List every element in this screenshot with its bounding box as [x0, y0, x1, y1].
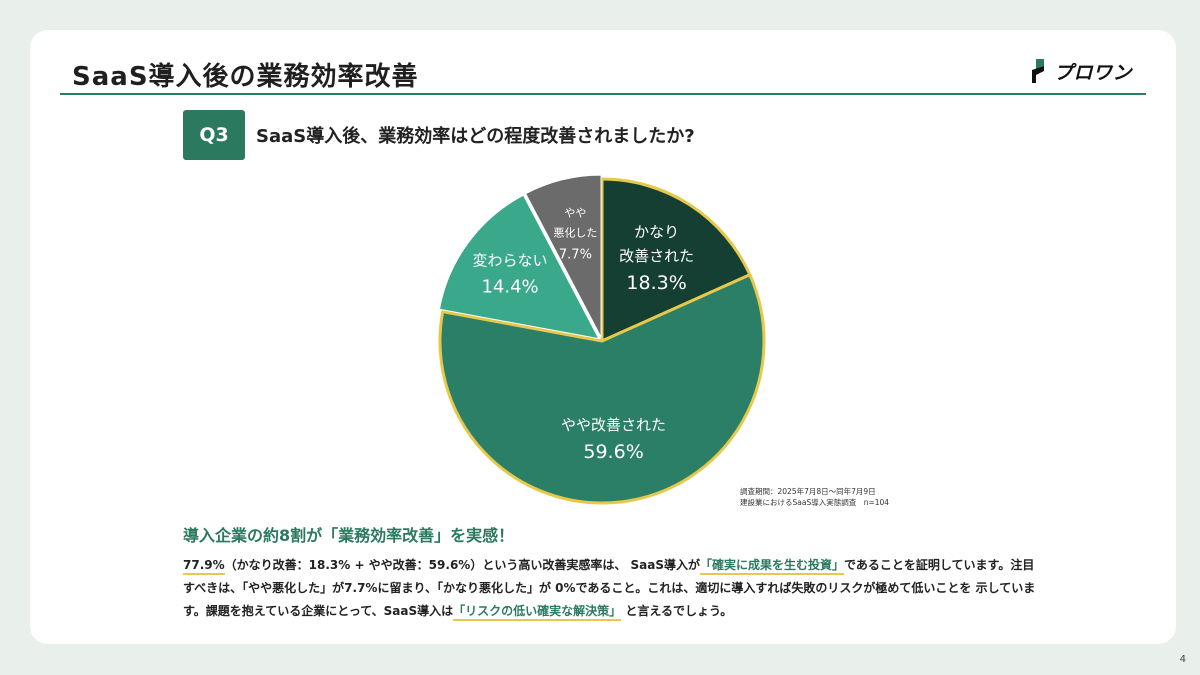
pie-slice-value-2: 14.4%: [481, 276, 539, 298]
survey-period: 調査期間：2025年7月8日〜同年7月9日: [740, 487, 876, 496]
highlight-solution: 「リスクの低い確実な解決策」: [453, 604, 622, 621]
pie-slice-value-3: 7.7%: [558, 247, 592, 263]
summary-text-2: であることを証明しています。注目すべきは、「やや悪化した」が7.7%に留まり、「…: [183, 558, 1036, 618]
pie-slice-label-2: 変わらない 14.4%: [473, 249, 548, 298]
logo-text: プロワン: [1054, 61, 1133, 84]
survey-note: 調査期間：2025年7月8日〜同年7月9日 建設業におけるSaaS導入実態調査 …: [740, 486, 889, 508]
question-text: SaaS導入後、業務効率はどの程度改善されましたか?: [256, 126, 695, 147]
pie-slice-label-0: かなり改善された 18.3%: [619, 220, 694, 294]
summary-text-1: （かなり改善：18.3% + やや改善：59.6%）という高い改善実感率は、 S…: [224, 558, 700, 572]
highlight-investment: 「確実に成果を生む投資」: [699, 558, 844, 575]
slide-title: SaaS導入後の業務効率改善: [72, 62, 419, 92]
pie-slice-name-3-0: やや: [564, 206, 587, 220]
brand-logo: プロワン: [1032, 58, 1132, 84]
pie-slice-0: [600, 177, 752, 343]
pie-slice-value-1: 59.6%: [583, 440, 644, 463]
pie-slice-name-2-0: 変わらない: [472, 251, 548, 270]
pie-slice-1: [438, 273, 766, 505]
pie-slice-value-0: 18.3%: [626, 271, 687, 294]
pie-slice-label-3: やや悪化した 7.7%: [553, 204, 597, 263]
pie-slice-name-0-0: かなり: [634, 222, 680, 241]
pie-slice-label-1: やや改善された 59.6%: [561, 413, 666, 463]
title-divider: [60, 93, 1146, 95]
highlight-rate: 77.9%: [183, 558, 225, 575]
survey-source: 建設業におけるSaaS導入実態調査 n=104: [740, 498, 890, 507]
pie-slice-3: [525, 174, 602, 338]
pie-slice-name-1-0: やや改善された: [561, 415, 667, 434]
pie-slice-name-3-1: 悪化した: [553, 226, 598, 240]
pie-slice-2: [438, 194, 600, 340]
summary-text-3: と言えるでしょう。: [621, 604, 733, 618]
summary-headline: 導入企業の約8割が「業務効率改善」を実感！: [183, 526, 515, 545]
question-badge: Q3: [183, 110, 245, 160]
pie-slice-name-0-1: 改善された: [619, 246, 695, 265]
summary-body: 77.9%（かなり改善：18.3% + やや改善：59.6%）という高い改善実感…: [183, 554, 1043, 623]
logo-mark-icon: [1032, 59, 1044, 83]
page-number: 4: [1179, 654, 1186, 665]
